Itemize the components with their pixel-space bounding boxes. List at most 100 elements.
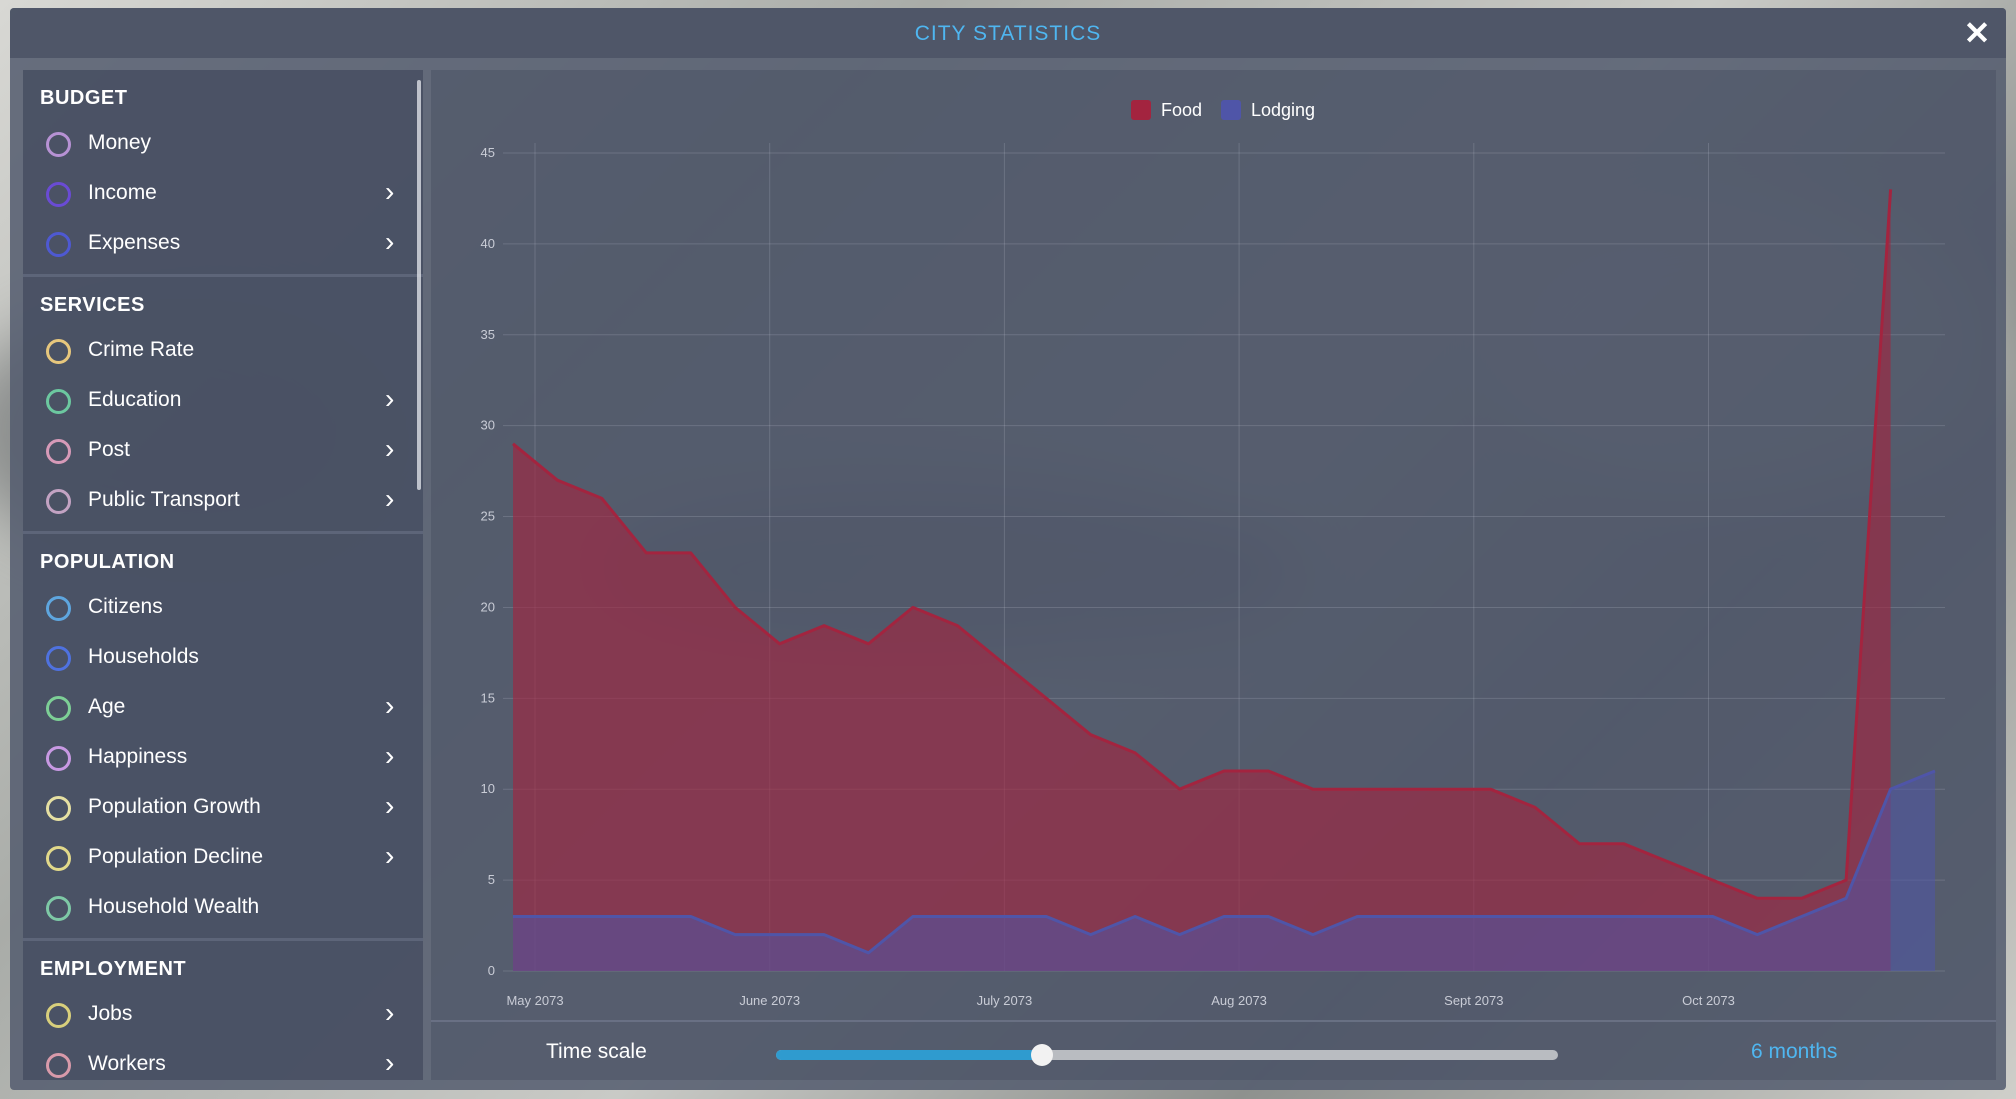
sidebar-item-age[interactable]: Age › — [23, 682, 423, 732]
x-tick-label: Oct 2073 — [1682, 993, 1735, 1008]
chevron-right-icon: › — [385, 176, 395, 207]
y-tick-label: 0 — [488, 963, 495, 978]
sidebar-item-happiness[interactable]: Happiness › — [23, 732, 423, 782]
sidebar-item-money[interactable]: Money — [23, 118, 423, 168]
sidebar-item-label: Education — [88, 388, 182, 411]
sidebar-scrollbar[interactable] — [417, 80, 421, 490]
y-tick-label: 30 — [481, 418, 495, 433]
radio-ring-icon — [46, 646, 71, 671]
time-scale-slider-thumb[interactable] — [1030, 1044, 1053, 1066]
sidebar-item-household-wealth[interactable]: Household Wealth — [23, 882, 423, 932]
time-scale-slider-fill — [776, 1050, 1042, 1060]
sidebar-item-label: Happiness — [88, 745, 188, 768]
sidebar-item-label: Income — [88, 181, 157, 204]
y-tick-label: 5 — [488, 872, 495, 887]
y-tick-label: 35 — [481, 327, 495, 342]
sidebar-item-expenses[interactable]: Expenses › — [23, 218, 423, 268]
radio-ring-icon — [46, 439, 71, 464]
sidebar-item-label: Public Transport — [88, 488, 240, 511]
statistics-chart: 0 5 10 15 20 25 30 35 40 45 May 2073 June 2073 July … — [481, 100, 1945, 1008]
statistics-sidebar: BUDGET Money Income › Expenses › SERVICES Crime… — [23, 70, 423, 1080]
sidebar-section-population: POPULATION Citizens Households Age › Happines… — [23, 534, 423, 941]
sidebar-item-label: Population Growth — [88, 795, 261, 818]
series-area-lodging — [513, 771, 1935, 971]
time-scale-label: Time scale — [546, 1040, 647, 1063]
y-tick-label: 15 — [481, 690, 495, 705]
chevron-right-icon: › — [385, 740, 395, 771]
sidebar-item-crime-rate[interactable]: Crime Rate — [23, 325, 423, 375]
radio-ring-icon — [46, 389, 71, 414]
chevron-right-icon: › — [385, 383, 395, 414]
chevron-right-icon: › — [385, 840, 395, 871]
x-tick-label: May 2073 — [506, 993, 563, 1008]
section-title: EMPLOYMENT — [40, 958, 187, 980]
sidebar-item-label: Jobs — [88, 1002, 133, 1025]
section-title: SERVICES — [40, 294, 145, 316]
radio-ring-icon — [46, 896, 71, 921]
chevron-right-icon: › — [385, 790, 395, 821]
chevron-right-icon: › — [385, 226, 395, 257]
sidebar-item-citizens[interactable]: Citizens — [23, 582, 423, 632]
sidebar-item-label: Crime Rate — [88, 338, 195, 361]
window-title: CITY STATISTICS — [914, 22, 1102, 45]
legend-label-lodging: Lodging — [1251, 100, 1315, 120]
sidebar-section-budget: BUDGET Money Income › Expenses › — [23, 70, 423, 277]
y-tick-label: 20 — [481, 599, 495, 614]
x-tick-label: July 2073 — [977, 993, 1033, 1008]
legend-label-food: Food — [1161, 100, 1202, 120]
series-line-food — [512, 189, 1893, 900]
chevron-right-icon: › — [385, 1047, 395, 1078]
radio-ring-icon — [46, 796, 71, 821]
y-tick-label: 45 — [481, 145, 495, 160]
radio-ring-icon — [46, 1003, 71, 1028]
close-icon[interactable]: ✕ — [1963, 15, 1991, 51]
radio-ring-icon — [46, 746, 71, 771]
legend-swatch-lodging — [1221, 100, 1241, 120]
chevron-right-icon: › — [385, 433, 395, 464]
chevron-right-icon: › — [385, 997, 395, 1028]
x-tick-label: Sept 2073 — [1444, 993, 1503, 1008]
radio-ring-icon — [46, 132, 71, 157]
chevron-right-icon: › — [385, 483, 395, 514]
x-tick-label: Aug 2073 — [1211, 993, 1267, 1008]
x-tick-label: June 2073 — [739, 993, 800, 1008]
sidebar-item-population-decline[interactable]: Population Decline › — [23, 832, 423, 882]
sidebar-item-label: Money — [88, 131, 152, 154]
time-scale-slider[interactable] — [776, 1044, 1558, 1066]
sidebar-item-label: Workers — [88, 1052, 166, 1075]
radio-ring-icon — [46, 232, 71, 257]
sidebar-item-label: Post — [88, 438, 131, 461]
radio-ring-icon — [46, 846, 71, 871]
sidebar-item-jobs[interactable]: Jobs › — [23, 989, 423, 1039]
section-title: POPULATION — [40, 551, 175, 573]
sidebar-item-label: Households — [88, 645, 199, 668]
radio-ring-icon — [46, 1053, 71, 1078]
sidebar-item-label: Population Decline — [88, 845, 264, 868]
sidebar-item-population-growth[interactable]: Population Growth › — [23, 782, 423, 832]
series-area-food — [513, 189, 1891, 971]
y-tick-label: 40 — [481, 236, 495, 251]
radio-ring-icon — [46, 596, 71, 621]
sidebar-item-public-transport[interactable]: Public Transport › — [23, 475, 423, 525]
sidebar-item-households[interactable]: Households — [23, 632, 423, 682]
radio-ring-icon — [46, 182, 71, 207]
chevron-right-icon: › — [385, 690, 395, 721]
y-tick-label: 10 — [481, 781, 495, 796]
sidebar-item-label: Citizens — [88, 595, 163, 618]
legend-swatch-food — [1131, 100, 1151, 120]
radio-ring-icon — [46, 696, 71, 721]
y-tick-label: 25 — [481, 509, 495, 524]
chart-panel: 0 5 10 15 20 25 30 35 40 45 May 2073 June 2073 July … — [431, 70, 1996, 1080]
sidebar-item-label: Age — [88, 695, 126, 718]
sidebar-item-income[interactable]: Income › — [23, 168, 423, 218]
sidebar-section-services: SERVICES Crime Rate Education › Post › Public … — [23, 277, 423, 534]
city-statistics-window: CITY STATISTICS ✕ BUDGET Money Income › Expe… — [10, 8, 2006, 1090]
section-title: BUDGET — [40, 87, 128, 109]
sidebar-item-post[interactable]: Post › — [23, 425, 423, 475]
sidebar-item-workers[interactable]: Workers › — [23, 1039, 423, 1080]
window-titlebar: CITY STATISTICS ✕ — [10, 8, 2006, 58]
sidebar-item-education[interactable]: Education › — [23, 375, 423, 425]
sidebar-item-label: Expenses — [88, 231, 181, 254]
sidebar-section-employment: EMPLOYMENT Jobs › Workers › — [23, 941, 423, 1080]
radio-ring-icon — [46, 339, 71, 364]
